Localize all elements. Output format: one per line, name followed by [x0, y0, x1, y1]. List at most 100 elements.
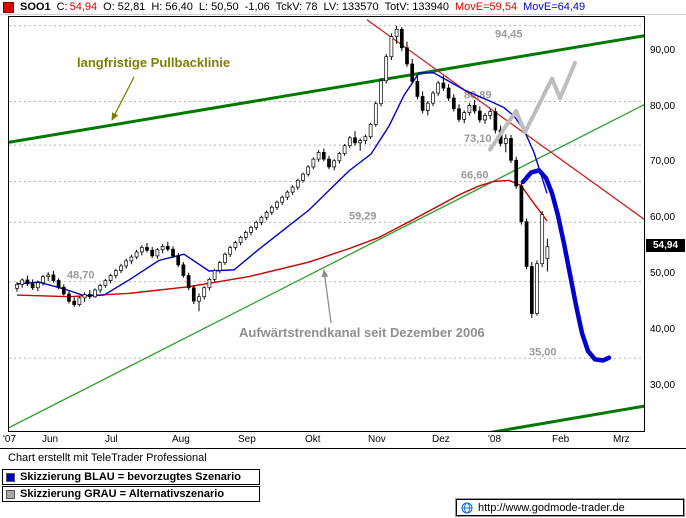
candle-body	[399, 28, 404, 49]
candle-body	[327, 158, 331, 168]
blue-scenario-swatch-icon	[6, 472, 15, 482]
candle-body	[368, 124, 373, 138]
candle-body	[529, 266, 534, 314]
candle-body	[160, 246, 165, 251]
candle-body	[483, 115, 487, 121]
time-axis[interactable]: '07 Jun Jul Aug Sep Okt Nov Dez '08 Feb Mrz	[3, 434, 684, 447]
time-axis-tick: Mrz	[613, 434, 630, 445]
high-readout: H: 56,40	[151, 1, 193, 13]
time-axis-tick: Jul	[105, 434, 118, 445]
candle-body	[249, 227, 253, 233]
candle-body	[25, 279, 30, 285]
candle-body	[462, 112, 467, 120]
candle-body	[373, 103, 378, 125]
price-axis-tick: 30,00	[650, 380, 676, 392]
candle-body	[535, 263, 539, 314]
blue-preferred-scenario	[520, 168, 612, 363]
candlestick-chart: 94,4580,8973,1066,6059,2948,7035,00langf…	[9, 19, 644, 431]
footer-divider	[0, 448, 686, 449]
candle-body	[410, 63, 415, 82]
price-chart-plot[interactable]: 94,45 80,89 73,10 66,60 59,29 48,70 35,00 langf…	[8, 16, 645, 432]
candle-body	[103, 280, 108, 286]
candle-body	[119, 265, 123, 271]
time-axis-tick: Jun	[42, 434, 59, 445]
candle-body	[316, 152, 321, 160]
time-axis-tick: '08	[488, 434, 502, 445]
candle-body	[545, 246, 550, 259]
candle-body	[113, 270, 118, 276]
candle-body	[358, 140, 363, 144]
last-volume-readout: LV: 133570	[323, 1, 379, 13]
candle-body	[467, 105, 472, 114]
price-axis-tick: 80,00	[650, 100, 676, 112]
annotation-text: langfristige Pullbacklinie	[77, 55, 230, 70]
time-axis-tick: Nov	[368, 434, 386, 445]
price-axis[interactable]: 90,00 80,00 70,00 60,00 50,00 40,00 30,00 54,94	[646, 16, 686, 432]
candle-body	[82, 294, 87, 299]
website-link-box[interactable]: http://www.godmode-trader.de	[455, 498, 685, 517]
candle-body	[202, 287, 207, 298]
candle-body	[155, 249, 160, 257]
time-axis-tick: Okt	[305, 434, 321, 445]
candle-body	[51, 274, 56, 281]
candle-body	[441, 82, 446, 89]
candle-body	[56, 280, 61, 288]
time-axis-tick: Dez	[432, 434, 450, 445]
candle-body	[72, 300, 77, 305]
candle-body	[35, 282, 40, 289]
fast-ma-blue	[16, 72, 548, 297]
candle-body	[420, 96, 425, 111]
price-axis-tick: 60,00	[650, 212, 676, 224]
candle-body	[514, 159, 519, 187]
level-label: 48,70	[67, 270, 95, 282]
candle-body	[342, 145, 347, 154]
change-readout: -1,06	[244, 1, 270, 13]
candle-body	[223, 253, 227, 263]
candle-body	[306, 166, 311, 175]
candle-body	[181, 264, 186, 276]
candle-body	[493, 111, 498, 131]
last-price-tag: 54,94	[646, 238, 685, 252]
candle-body	[67, 293, 71, 302]
falling-resistance-red	[366, 19, 644, 221]
candle-body	[540, 214, 545, 265]
annotation-arrow	[321, 269, 332, 324]
candle-body	[384, 56, 389, 82]
candle-body	[436, 82, 441, 94]
candle-body	[415, 80, 420, 97]
candle-body	[108, 275, 113, 281]
low-readout: L: 50,50	[198, 1, 239, 13]
price-axis-tick: 90,00	[650, 44, 676, 56]
candle-body	[176, 255, 181, 266]
website-url[interactable]: http://www.godmode-trader.de	[478, 501, 625, 514]
candle-body	[457, 108, 461, 120]
quote-titlebar: SOO1 C: 54,94 O: 52,81 H: 56,40 L: 50,50…	[0, 0, 686, 15]
candle-body	[488, 111, 493, 116]
candle-body	[186, 275, 191, 289]
level-label: 94,45	[495, 29, 523, 41]
candle-body	[285, 191, 290, 198]
candle-body	[165, 246, 170, 250]
legend-gray-text: Skizzierung GRAU = Alternativszenario	[20, 488, 225, 500]
legend-gray-scenario: Skizzierung GRAU = Alternativszenario	[2, 486, 260, 502]
candle-body	[509, 138, 513, 161]
candle-body	[503, 138, 508, 144]
candle-body	[519, 185, 524, 223]
time-axis-tick: Aug	[172, 434, 190, 445]
price-axis-tick: 40,00	[650, 324, 676, 336]
time-axis-tick: '07	[3, 434, 17, 445]
candle-body	[98, 285, 103, 291]
globe-icon	[461, 502, 473, 513]
candle-body	[353, 137, 357, 144]
candle-body	[238, 237, 243, 243]
gray-alternative-scenario	[488, 60, 577, 152]
candle-body	[311, 158, 316, 168]
level-label: 59,29	[349, 210, 377, 222]
candle-body	[20, 279, 25, 285]
candle-body	[405, 47, 409, 65]
moving-average-red-readout: MovE=59,54	[455, 1, 518, 13]
tick-volume-readout: TckV: 78	[275, 1, 318, 13]
candle-body	[145, 247, 149, 251]
candle-body	[295, 180, 300, 188]
